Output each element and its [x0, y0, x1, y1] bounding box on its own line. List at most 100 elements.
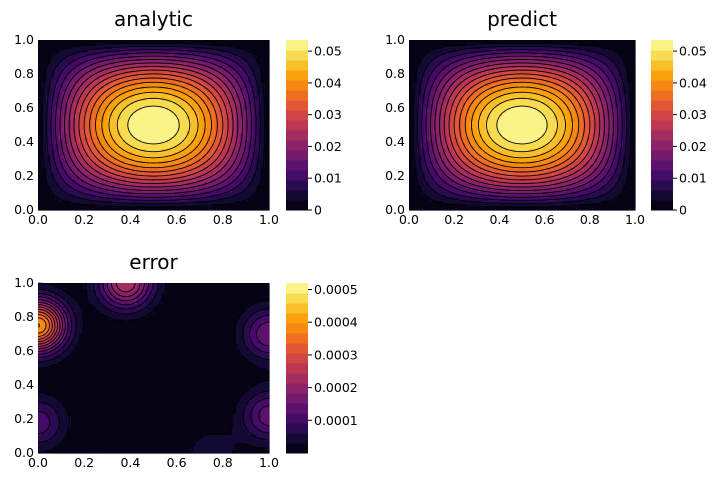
heatmap-cell — [83, 188, 89, 193]
heatmap-cell — [417, 206, 422, 211]
heatmap-cell — [194, 55, 200, 59]
heatmap-cell — [219, 164, 225, 169]
heatmap-cell — [128, 46, 134, 50]
heatmap-cell — [473, 206, 479, 211]
heatmap-cell — [137, 103, 142, 108]
heatmap-cell — [128, 200, 134, 205]
heatmap-cell — [145, 40, 150, 44]
heatmap-cell — [433, 173, 438, 178]
heatmap-cell — [417, 200, 422, 205]
heatmap-cell — [481, 46, 487, 50]
heatmap-cell — [445, 128, 450, 132]
heatmap-cell — [145, 203, 150, 208]
heatmap-cell — [457, 64, 463, 68]
heatmap-cell — [409, 97, 414, 102]
heatmap-cell — [469, 40, 475, 44]
heatmap-cell — [99, 106, 105, 111]
heatmap-cell — [449, 79, 454, 84]
heatmap-cell — [248, 176, 254, 181]
heatmap-cell — [493, 115, 499, 120]
heatmap-cell — [223, 203, 229, 208]
heatmap-cell — [186, 167, 192, 172]
heatmap-cell — [165, 128, 171, 132]
heatmap-cell — [42, 149, 47, 153]
heatmap-cell — [481, 182, 487, 187]
heatmap-cell — [132, 118, 138, 123]
heatmap-cell — [534, 143, 539, 147]
heatmap-cell — [124, 67, 130, 71]
heatmap-cell — [203, 97, 208, 102]
heatmap-cell — [54, 191, 60, 196]
heatmap-cell — [409, 167, 414, 172]
heatmap-cell — [132, 79, 138, 84]
heatmap-cell — [449, 197, 454, 202]
heatmap-cell — [71, 109, 76, 114]
heatmap-cell — [240, 112, 245, 117]
heatmap-cell — [62, 91, 68, 96]
heatmap-cell — [461, 40, 467, 44]
heatmap-cell — [46, 143, 51, 147]
heatmap-cell — [66, 109, 72, 114]
heatmap-cell — [42, 191, 47, 196]
heatmap-cell — [165, 55, 171, 59]
heatmap-cell — [248, 49, 254, 53]
heatmap-cell — [174, 46, 179, 50]
heatmap-cell — [124, 191, 130, 196]
heatmap-cell — [449, 131, 454, 135]
heatmap-cell — [87, 134, 93, 138]
heatmap-cell — [190, 52, 196, 56]
heatmap-cell — [425, 52, 430, 56]
heatmap-cell — [54, 140, 60, 144]
heatmap-cell — [223, 109, 229, 114]
heatmap-cell — [46, 152, 51, 156]
heatmap-cell — [104, 85, 109, 90]
heatmap-cell — [497, 85, 503, 90]
heatmap-cell — [461, 125, 467, 129]
heatmap-cell — [445, 82, 450, 87]
heatmap-cell — [95, 197, 101, 202]
heatmap-cell — [161, 46, 167, 50]
heatmap-cell — [178, 137, 183, 141]
heatmap-cell — [227, 200, 233, 205]
heatmap-cell — [174, 49, 179, 53]
heatmap-cell — [219, 46, 225, 50]
heatmap-cell — [231, 164, 237, 169]
heatmap-cell — [38, 188, 43, 193]
heatmap-cell — [461, 137, 467, 141]
heatmap-cell — [433, 61, 438, 65]
heatmap-cell — [112, 64, 117, 68]
heatmap-cell — [161, 70, 167, 74]
heatmap-cell — [186, 61, 192, 65]
heatmap-cell — [461, 131, 467, 135]
heatmap-cell — [522, 121, 527, 126]
heatmap-cell — [425, 118, 430, 123]
heatmap-cell — [124, 185, 130, 190]
heatmap-cell — [236, 140, 241, 144]
heatmap-cell — [501, 115, 507, 120]
heatmap-cell — [211, 185, 216, 190]
heatmap-cell — [178, 167, 183, 172]
heatmap-cell — [441, 185, 446, 190]
heatmap-cell — [161, 146, 167, 150]
heatmap-cell — [38, 67, 43, 71]
heatmap-cell — [227, 197, 233, 202]
heatmap-cell — [413, 158, 418, 163]
heatmap-cell — [190, 197, 196, 202]
heatmap-cell — [530, 73, 535, 78]
heatmap-cell — [538, 52, 543, 56]
heatmap-cell — [522, 173, 527, 178]
heatmap-cell — [429, 167, 434, 172]
heatmap-cell — [429, 82, 434, 87]
heatmap-cell — [264, 58, 270, 62]
heatmap-cell — [99, 94, 105, 99]
heatmap-cell — [186, 197, 192, 202]
heatmap-cell — [417, 106, 422, 111]
heatmap-cell — [244, 97, 249, 102]
heatmap-cell — [190, 46, 196, 50]
heatmap-cell — [526, 79, 531, 84]
heatmap-cell — [421, 188, 426, 193]
heatmap-cell — [170, 103, 175, 108]
heatmap-cell — [497, 134, 503, 138]
heatmap-cell — [128, 106, 134, 111]
heatmap-cell — [161, 52, 167, 56]
